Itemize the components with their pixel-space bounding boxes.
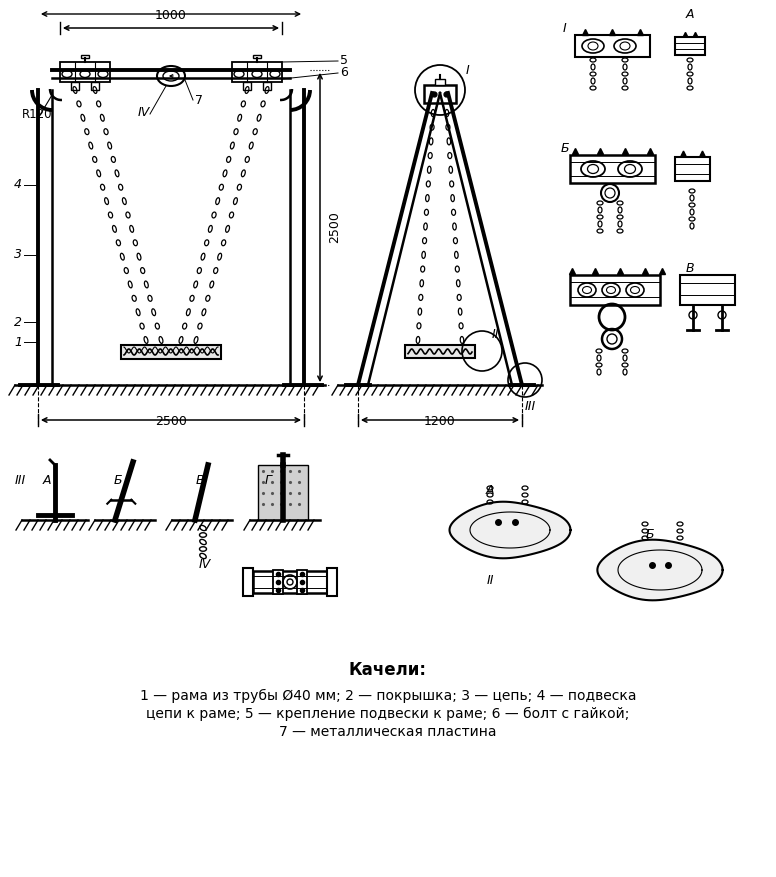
Text: 4: 4 bbox=[14, 179, 22, 191]
Ellipse shape bbox=[157, 66, 185, 86]
Text: 1000: 1000 bbox=[155, 9, 187, 22]
Text: III: III bbox=[525, 401, 535, 413]
Bar bbox=[243, 568, 253, 596]
Text: 1 — рама из трубы Ø40 мм; 2 — покрышка; 3 — цепь; 4 — подвеска: 1 — рама из трубы Ø40 мм; 2 — покрышка; … bbox=[140, 689, 636, 703]
Bar bbox=[675, 157, 710, 181]
Text: В: В bbox=[686, 261, 695, 275]
Text: 2500: 2500 bbox=[155, 415, 187, 428]
Text: 1200: 1200 bbox=[424, 415, 456, 428]
Text: 3: 3 bbox=[14, 248, 22, 261]
Text: А: А bbox=[486, 483, 494, 496]
Bar bbox=[424, 85, 456, 103]
Bar bbox=[258, 465, 308, 520]
Bar bbox=[435, 79, 445, 85]
Text: III: III bbox=[15, 474, 26, 487]
Text: А: А bbox=[43, 474, 51, 487]
Bar bbox=[91, 82, 99, 90]
Polygon shape bbox=[598, 539, 722, 601]
Bar bbox=[263, 82, 271, 90]
Text: IV: IV bbox=[138, 105, 151, 118]
Bar bbox=[575, 35, 650, 57]
Polygon shape bbox=[449, 502, 570, 559]
Bar bbox=[327, 568, 337, 596]
Bar bbox=[71, 82, 79, 90]
Bar bbox=[297, 570, 307, 594]
Bar bbox=[405, 345, 475, 358]
Text: R120: R120 bbox=[22, 109, 53, 122]
Text: Качели:: Качели: bbox=[349, 661, 427, 679]
Bar bbox=[675, 37, 705, 55]
Bar bbox=[253, 55, 261, 58]
Bar bbox=[570, 275, 660, 305]
Text: цепи к раме; 5 — крепление подвески к раме; 6 — болт с гайкой;: цепи к раме; 5 — крепление подвески к ра… bbox=[147, 707, 629, 721]
Text: В: В bbox=[196, 474, 204, 487]
Bar bbox=[121, 345, 221, 359]
Bar bbox=[81, 55, 89, 58]
Bar bbox=[243, 82, 251, 90]
Text: I: I bbox=[563, 22, 567, 34]
Text: 1: 1 bbox=[14, 336, 22, 348]
Text: 6: 6 bbox=[340, 66, 348, 79]
Bar bbox=[680, 275, 735, 305]
Bar bbox=[273, 570, 283, 594]
Text: Б: Б bbox=[114, 474, 123, 487]
Bar bbox=[570, 155, 655, 183]
Text: Б: Б bbox=[646, 529, 654, 541]
Bar bbox=[253, 571, 328, 593]
Bar bbox=[60, 62, 110, 82]
Text: Г: Г bbox=[265, 474, 272, 487]
Text: 5: 5 bbox=[340, 53, 348, 67]
Text: 2500: 2500 bbox=[328, 211, 341, 244]
Text: 2: 2 bbox=[14, 316, 22, 329]
Text: Б: Б bbox=[561, 141, 570, 154]
Circle shape bbox=[287, 579, 293, 585]
Text: I: I bbox=[466, 63, 470, 76]
Text: 7 — металлическая пластина: 7 — металлическая пластина bbox=[279, 725, 497, 739]
Text: А: А bbox=[686, 9, 695, 22]
Text: II: II bbox=[487, 574, 494, 587]
Text: II: II bbox=[491, 329, 499, 341]
Text: IV: IV bbox=[199, 559, 211, 572]
Text: 7: 7 bbox=[195, 94, 203, 106]
Bar bbox=[232, 62, 282, 82]
